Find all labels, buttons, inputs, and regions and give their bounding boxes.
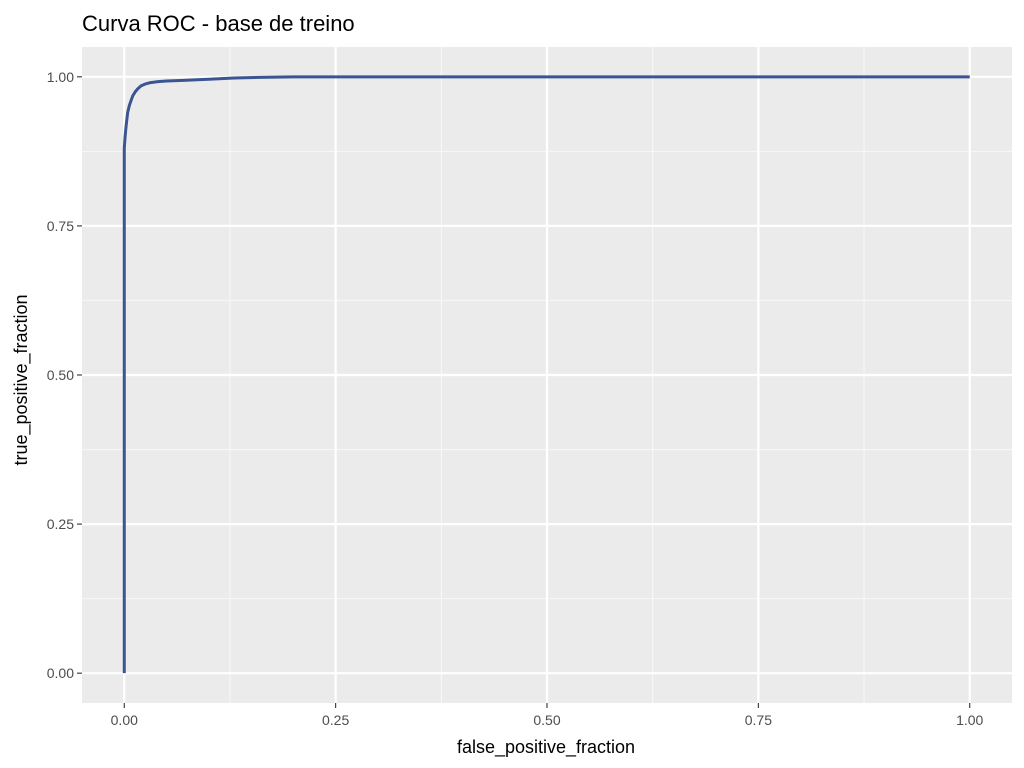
x-axis-title: false_positive_fraction <box>457 737 635 758</box>
x-tick-label: 1.00 <box>956 712 983 728</box>
y-tick-label: 0.75 <box>47 218 74 234</box>
y-tick-label: 0.00 <box>47 665 74 681</box>
y-axis-title: true_positive_fraction <box>11 294 32 465</box>
x-tick-label: 0.75 <box>745 712 772 728</box>
y-axis: 0.00 0.25 0.50 0.75 1.00 <box>47 69 82 681</box>
roc-curve-line <box>122 75 970 674</box>
y-tick-label: 1.00 <box>47 69 74 85</box>
chart-title: Curva ROC - base de treino <box>82 11 355 36</box>
x-tick-label: 0.00 <box>111 712 138 728</box>
x-tick-label: 0.25 <box>322 712 349 728</box>
y-tick-label: 0.50 <box>47 367 74 383</box>
x-axis: 0.00 0.25 0.50 0.75 1.00 <box>111 703 984 728</box>
y-tick-label: 0.25 <box>47 516 74 532</box>
x-tick-label: 0.50 <box>533 712 560 728</box>
